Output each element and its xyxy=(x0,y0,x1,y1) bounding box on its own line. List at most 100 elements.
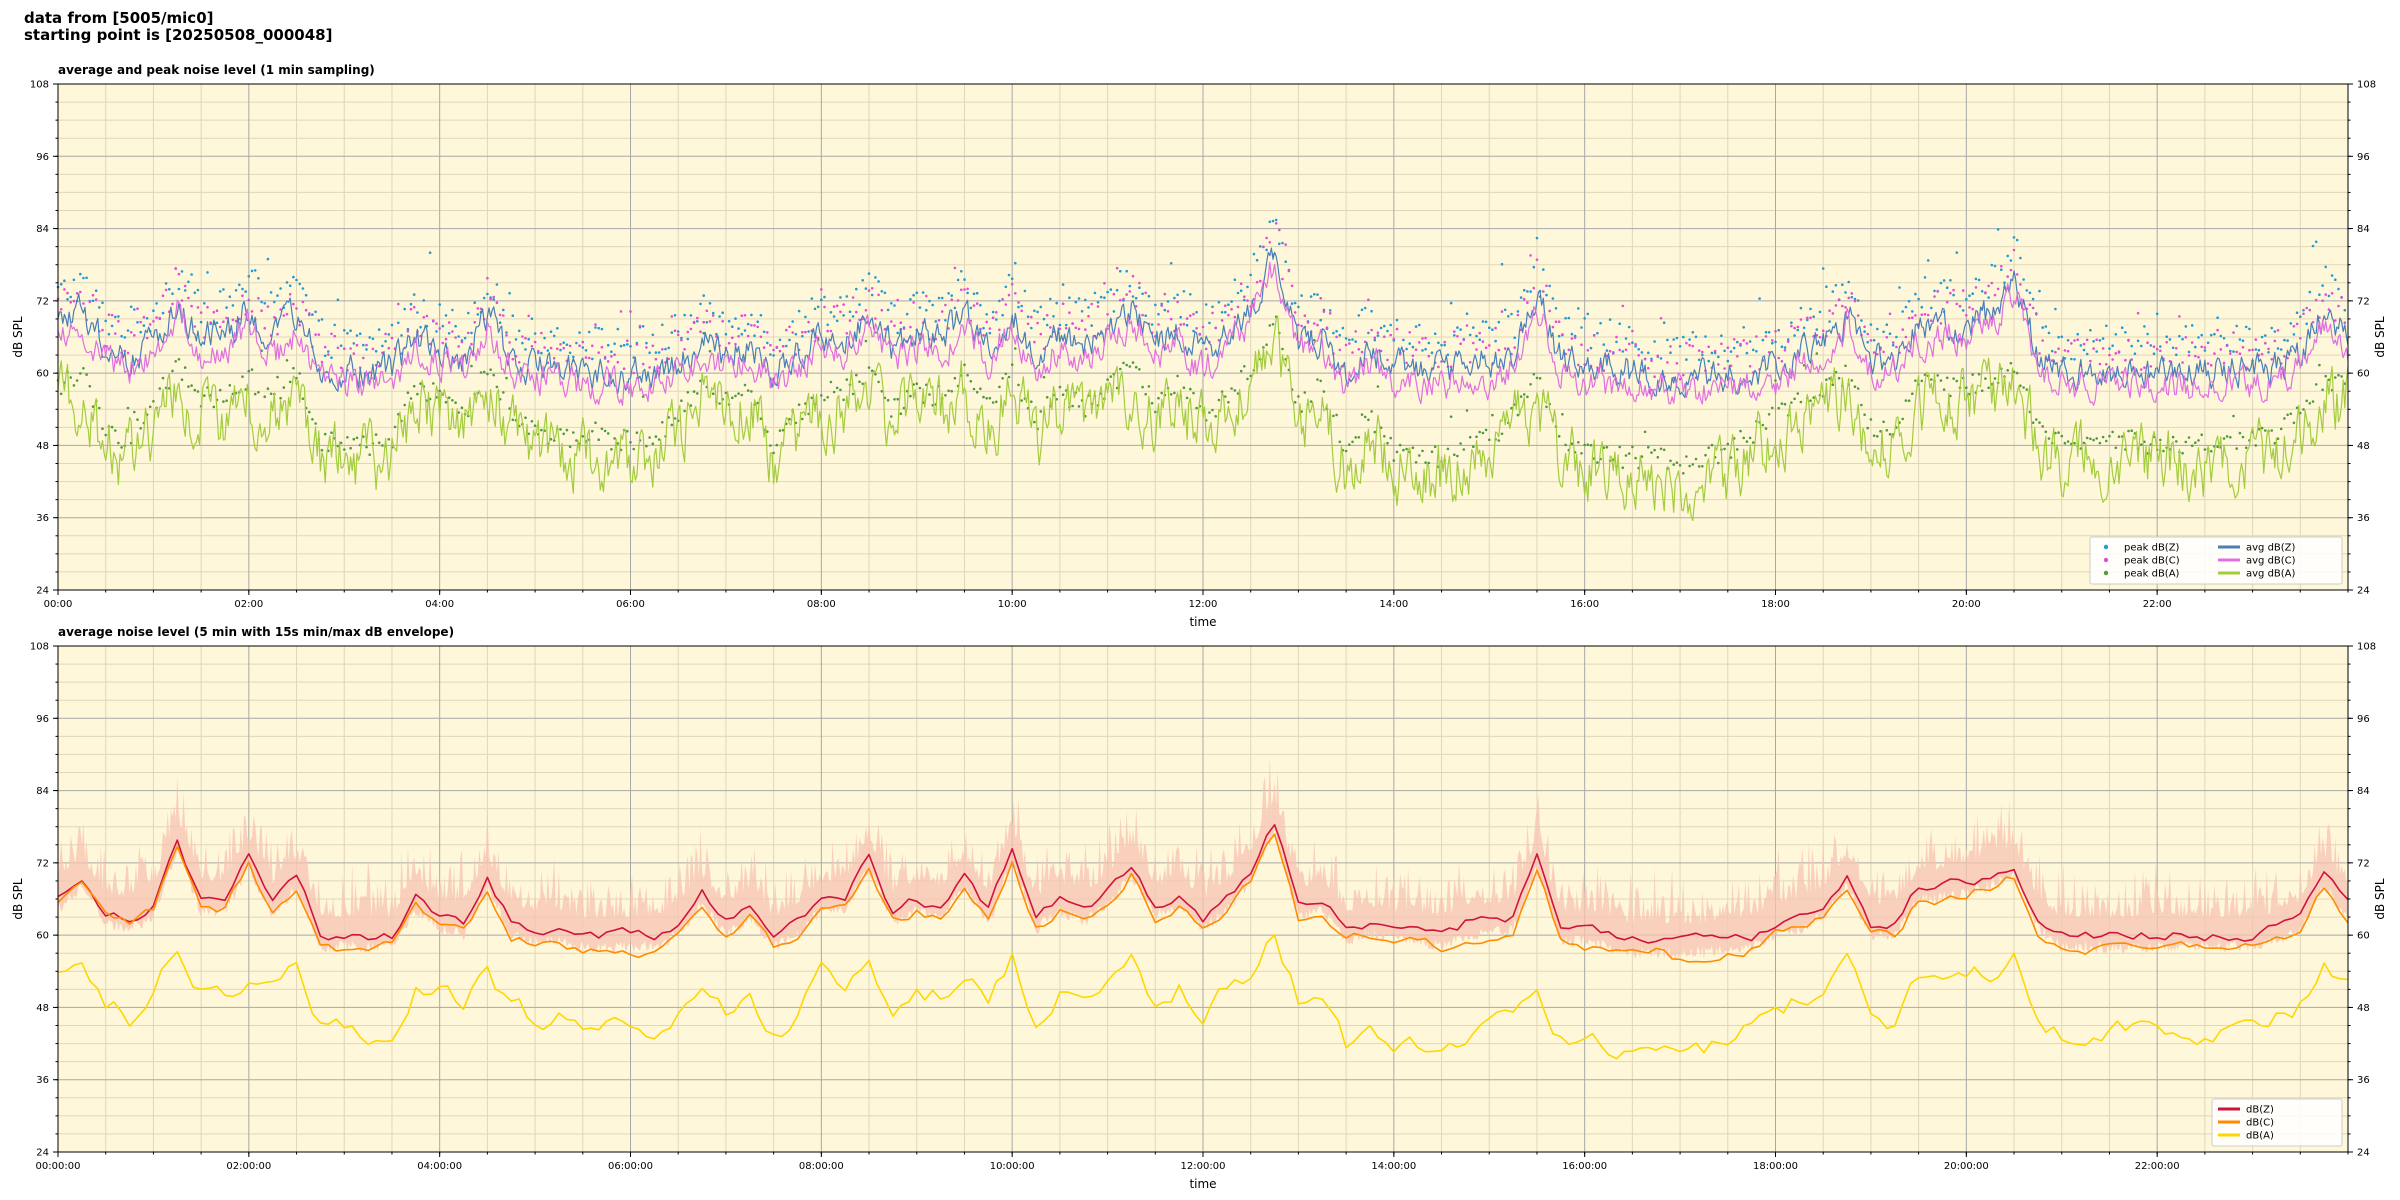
peak-point xyxy=(1119,269,1122,273)
peak-point xyxy=(1335,329,1338,333)
peak-point xyxy=(759,313,763,317)
peak-point xyxy=(1214,415,1217,418)
peak-point xyxy=(1045,313,1049,317)
peak-point xyxy=(1344,449,1348,453)
peak-point xyxy=(358,332,362,336)
peak-point xyxy=(1313,338,1316,342)
peak-point xyxy=(2063,441,2067,445)
peak-point xyxy=(314,422,317,425)
peak-point xyxy=(1383,324,1386,328)
peak-point xyxy=(842,303,845,306)
peak-point xyxy=(1815,328,1819,331)
peak-point xyxy=(1640,351,1644,354)
peak-point xyxy=(1290,284,1294,288)
peak-point xyxy=(1551,297,1555,300)
chart-title: average and peak noise level (1 min samp… xyxy=(58,63,375,77)
peak-point xyxy=(451,399,454,402)
peak-point xyxy=(1042,375,1046,379)
peak-point xyxy=(759,335,763,339)
peak-point xyxy=(482,370,486,374)
peak-point xyxy=(2133,352,2137,356)
peak-point xyxy=(727,341,731,345)
peak-point xyxy=(979,387,982,391)
legend: dB(Z)dB(C)dB(A) xyxy=(2211,1098,2343,1147)
peak-point xyxy=(2343,382,2347,386)
peak-point xyxy=(228,384,232,387)
peak-point xyxy=(2003,281,2006,285)
peak-point xyxy=(346,332,349,335)
peak-point xyxy=(632,371,635,375)
peak-point xyxy=(1427,354,1431,358)
peak-point xyxy=(1459,442,1462,445)
peak-point xyxy=(1119,298,1122,302)
peak-point xyxy=(1980,290,1984,293)
peak-point xyxy=(1363,340,1367,344)
peak-point xyxy=(1176,293,1179,297)
peak-point xyxy=(1383,435,1386,438)
peak-point xyxy=(2117,435,2121,439)
peak-point xyxy=(2136,339,2140,343)
y-tick-label-left: 60 xyxy=(36,931,49,942)
peak-point xyxy=(1185,317,1189,320)
peak-point xyxy=(2047,437,2051,440)
peak-point xyxy=(1001,297,1004,301)
peak-point xyxy=(2171,435,2175,439)
peak-point xyxy=(1726,442,1730,446)
peak-point xyxy=(565,343,569,347)
peak-point xyxy=(1971,307,1974,311)
peak-point xyxy=(975,291,979,295)
y-axis-label-right: dB SPL xyxy=(2373,316,2387,358)
peak-point xyxy=(2041,339,2044,342)
peak-point xyxy=(1198,333,1202,336)
peak-point xyxy=(1376,334,1380,337)
peak-point xyxy=(196,390,200,393)
peak-point xyxy=(575,341,578,345)
peak-point xyxy=(594,323,597,326)
peak-point xyxy=(1293,401,1297,404)
peak-point xyxy=(1348,342,1351,345)
peak-point xyxy=(2092,340,2095,343)
peak-point xyxy=(1850,379,1854,382)
peak-point xyxy=(670,315,674,318)
peak-point xyxy=(530,345,534,348)
peak-point xyxy=(1926,313,1930,317)
peak-point xyxy=(1799,400,1803,404)
peak-point xyxy=(409,302,413,306)
peak-point xyxy=(2082,342,2086,346)
peak-point xyxy=(1650,451,1653,454)
x-tick-label: 08:00:00 xyxy=(799,1161,844,1172)
peak-point xyxy=(546,349,550,352)
peak-point xyxy=(2334,319,2337,322)
peak-point xyxy=(791,320,794,323)
peak-point xyxy=(1751,441,1755,444)
peak-point xyxy=(1815,352,1819,355)
peak-point xyxy=(2337,287,2340,291)
peak-point xyxy=(2241,435,2245,439)
peak-point xyxy=(492,373,496,377)
peak-point xyxy=(1115,288,1119,292)
peak-point xyxy=(1077,297,1081,300)
peak-point xyxy=(323,354,327,358)
peak-point xyxy=(2222,437,2226,440)
peak-point xyxy=(365,348,368,351)
peak-point xyxy=(1821,329,1825,333)
peak-point xyxy=(874,373,877,376)
peak-point xyxy=(626,343,629,346)
peak-point xyxy=(848,310,852,314)
peak-point xyxy=(1529,383,1532,386)
peak-point xyxy=(2222,361,2226,365)
peak-point xyxy=(177,272,181,276)
peak-point xyxy=(2000,265,2003,268)
peak-point xyxy=(164,282,168,285)
peak-point xyxy=(1017,305,1020,309)
peak-point xyxy=(1672,338,1675,341)
peak-point xyxy=(2009,361,2013,365)
peak-point xyxy=(622,343,626,347)
peak-point xyxy=(565,428,569,432)
peak-point xyxy=(1974,277,1978,281)
peak-point xyxy=(1039,332,1043,336)
peak-point xyxy=(196,288,200,292)
peak-point xyxy=(1160,391,1163,395)
y-tick-label-right: 24 xyxy=(2357,1148,2370,1159)
peak-point xyxy=(330,332,333,336)
